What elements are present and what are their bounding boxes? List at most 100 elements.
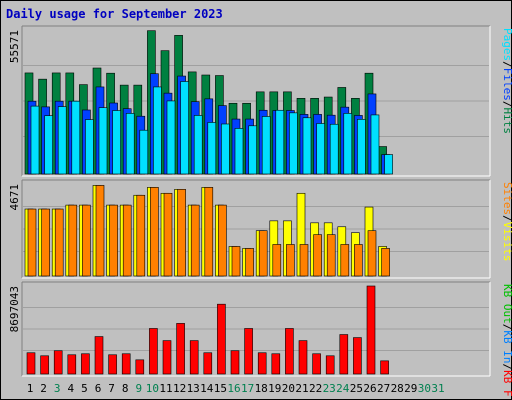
x-tick-label-22: 22 — [309, 382, 322, 395]
x-tick-label-23: 23 — [323, 382, 336, 395]
panel-visits-bar-sites-day-7 — [109, 204, 118, 277]
panel-visits-bar-sites-day-24 — [340, 244, 350, 277]
panel-kbytes-bar-kb-f-day-1 — [26, 352, 36, 375]
panel-hits-bar-pages-day-16 — [234, 128, 244, 175]
panel-hits-bar-pages-day-9 — [139, 129, 149, 175]
panel-kbytes-bar-kb-f-day-2 — [40, 355, 49, 375]
panel-visits-ymax-label: 4671 — [8, 184, 21, 211]
x-tick-label-18: 18 — [255, 382, 268, 395]
x-tick-label-6: 6 — [95, 382, 102, 395]
panel-visits-bar-sites-day-14 — [204, 187, 214, 277]
x-tick-label-25: 25 — [350, 382, 363, 395]
panel-kbytes-bar-kb-f-day-22 — [312, 353, 321, 375]
panel-kbytes-bar-kb-f-day-6 — [94, 336, 104, 375]
x-tick-label-5: 5 — [81, 382, 88, 395]
panel-hits-bar-pages-day-22 — [316, 123, 325, 175]
panel-visits-bar-sites-day-19 — [272, 244, 282, 277]
panel-hits-bar-pages-day-7 — [112, 110, 121, 175]
panel-visits-bar-sites-day-6 — [95, 185, 105, 277]
panel-visits-bar-sites-day-10 — [150, 187, 159, 277]
x-tick-label-2: 2 — [40, 382, 47, 395]
panel-kbytes-legend-item: / — [501, 324, 512, 331]
panel-hits-bar-pages-day-2 — [44, 115, 53, 175]
panel-kbytes-bar-kb-f-day-4 — [67, 354, 77, 375]
panel-visits-bar-sites-day-15 — [218, 204, 227, 277]
panel-kbytes-bar-kb-f-day-23 — [325, 355, 335, 375]
x-tick-label-16: 16 — [227, 382, 240, 395]
panel-hits-bar-pages-day-5 — [85, 119, 94, 175]
panel-visits-bar-sites-day-9 — [136, 194, 146, 277]
panel-hits-bar-pages-day-27 — [384, 154, 393, 175]
panel-kbytes-bar-kb-f-day-17 — [244, 328, 253, 375]
panel-hits-bar-pages-day-20 — [289, 112, 298, 175]
x-tick-label-11: 11 — [159, 382, 172, 395]
panel-hits-legend-item: / — [501, 61, 512, 68]
panel-visits-bar-sites-day-13 — [190, 204, 200, 277]
panel-visits-bar-sites-day-23 — [326, 234, 336, 277]
x-tick-label-30: 30 — [418, 382, 431, 395]
panel-kbytes-bar-kb-f-day-8 — [121, 353, 131, 375]
panel-hits-bar-pages-day-17 — [248, 125, 257, 175]
panel-visits-bar-sites-day-21 — [299, 244, 309, 277]
panel-kbytes-bar-kb-f-day-12 — [176, 323, 185, 375]
panel-kbytes-bar-kb-f-day-24 — [339, 334, 349, 375]
panel-kbytes-bar-kb-f-day-21 — [298, 340, 308, 375]
x-tick-label-10: 10 — [146, 382, 159, 395]
x-tick-label-29: 29 — [404, 382, 417, 395]
panel-kbytes-bar-kb-f-day-7 — [108, 354, 117, 375]
panel-kbytes-bar-kb-f-day-16 — [230, 350, 240, 375]
panel-visits-bar-sites-day-4 — [68, 204, 78, 277]
panel-hits-bar-pages-day-19 — [275, 109, 285, 175]
panel-kbytes-bar-kb-f-day-9 — [135, 359, 145, 375]
panel-hits-bar-pages-day-23 — [329, 123, 339, 175]
x-tick-label-20: 20 — [282, 382, 295, 395]
panel-hits-bar-pages-day-8 — [125, 113, 135, 175]
panel-kbytes-bar-kb-f-day-19 — [271, 353, 281, 375]
panel-visits-bar-sites-day-27 — [381, 248, 390, 277]
panel-hits-bar-pages-day-21 — [302, 117, 312, 175]
panel-visits-legend-item: Visits — [501, 222, 512, 262]
panel-visits-bar-sites-day-2 — [41, 208, 50, 277]
x-tick-label-4: 4 — [67, 382, 74, 395]
panel-hits-bar-pages-day-14 — [207, 122, 217, 175]
panel-kbytes-bar-kb-f-day-15 — [217, 303, 226, 375]
x-tick-label-9: 9 — [135, 382, 142, 395]
panel-hits-legend-item: Files — [501, 68, 512, 101]
panel-hits-bar-pages-day-12 — [180, 81, 189, 175]
panel-kbytes-bar-kb-f-day-11 — [162, 340, 172, 375]
x-tick-label-26: 26 — [363, 382, 376, 395]
x-tick-label-3: 3 — [54, 382, 61, 395]
panel-visits-bar-sites-day-25 — [354, 244, 363, 277]
panel-visits-legend: Sites/Visits — [501, 182, 512, 262]
panel-kbytes-legend-item: KB F — [501, 370, 512, 397]
panel-kbytes-legend-item: KB Out — [501, 284, 512, 324]
panel-hits-legend-item: / — [501, 101, 512, 108]
panel-kbytes-bar-kb-f-day-13 — [189, 340, 199, 375]
x-tick-label-15: 15 — [214, 382, 227, 395]
panel-hits-ymax-label: 55571 — [8, 30, 21, 63]
panel-visits-bar-sites-day-22 — [313, 234, 322, 277]
x-tick-label-19: 19 — [268, 382, 281, 395]
panel-visits-bar-sites-day-3 — [54, 208, 64, 277]
panel-kbytes-legend-item: KB In — [501, 330, 512, 363]
x-tick-label-21: 21 — [295, 382, 308, 395]
panel-kbytes-bar-kb-f-day-27 — [380, 360, 389, 375]
panel-hits-bar-pages-day-1 — [30, 105, 40, 175]
panel-kbytes-bar-kb-f-day-25 — [353, 337, 362, 375]
panel-visits-bar-sites-day-18 — [258, 230, 268, 277]
panel-visits-bar-sites-day-26 — [367, 230, 377, 277]
x-tick-label-31: 31 — [431, 382, 444, 395]
panel-kbytes-bar-kb-f-day-20 — [285, 328, 294, 375]
panel-visits-bar-sites-day-1 — [27, 208, 37, 277]
panel-hits-bar-pages-day-25 — [357, 119, 366, 175]
panel-hits-bar-pages-day-11 — [166, 100, 176, 175]
panel-visits-legend-item: Sites — [501, 182, 512, 215]
panel-hits-bar-pages-day-3 — [57, 106, 67, 175]
x-tick-label-1: 1 — [27, 382, 34, 395]
panel-visits-bar-sites-day-8 — [122, 204, 132, 277]
panel-visits-bar-sites-day-20 — [286, 244, 295, 277]
x-tick-label-27: 27 — [377, 382, 390, 395]
panel-hits-legend-item: Pages — [501, 28, 512, 61]
panel-hits-bar-pages-day-26 — [370, 114, 380, 175]
